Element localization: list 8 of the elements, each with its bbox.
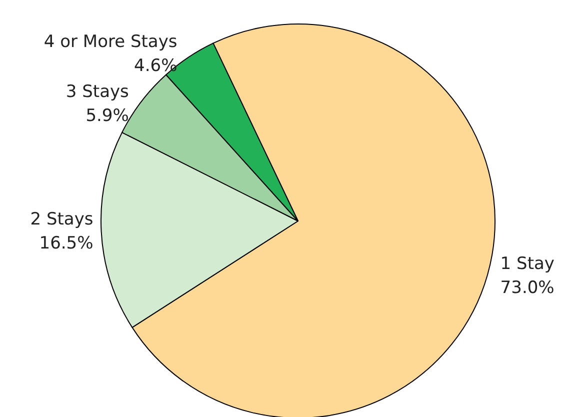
data-label: 5.9% — [86, 106, 129, 126]
slice-label: 3 Stays — [66, 82, 130, 102]
slice-label: 4 or More Stays — [44, 32, 178, 52]
data-label: 4.6% — [134, 56, 178, 76]
data-label: 16.5% — [39, 234, 94, 254]
slice-label: 1 Stay — [500, 254, 554, 274]
data-label: 73.0% — [500, 278, 554, 298]
slice-label: 2 Stays — [30, 210, 94, 230]
